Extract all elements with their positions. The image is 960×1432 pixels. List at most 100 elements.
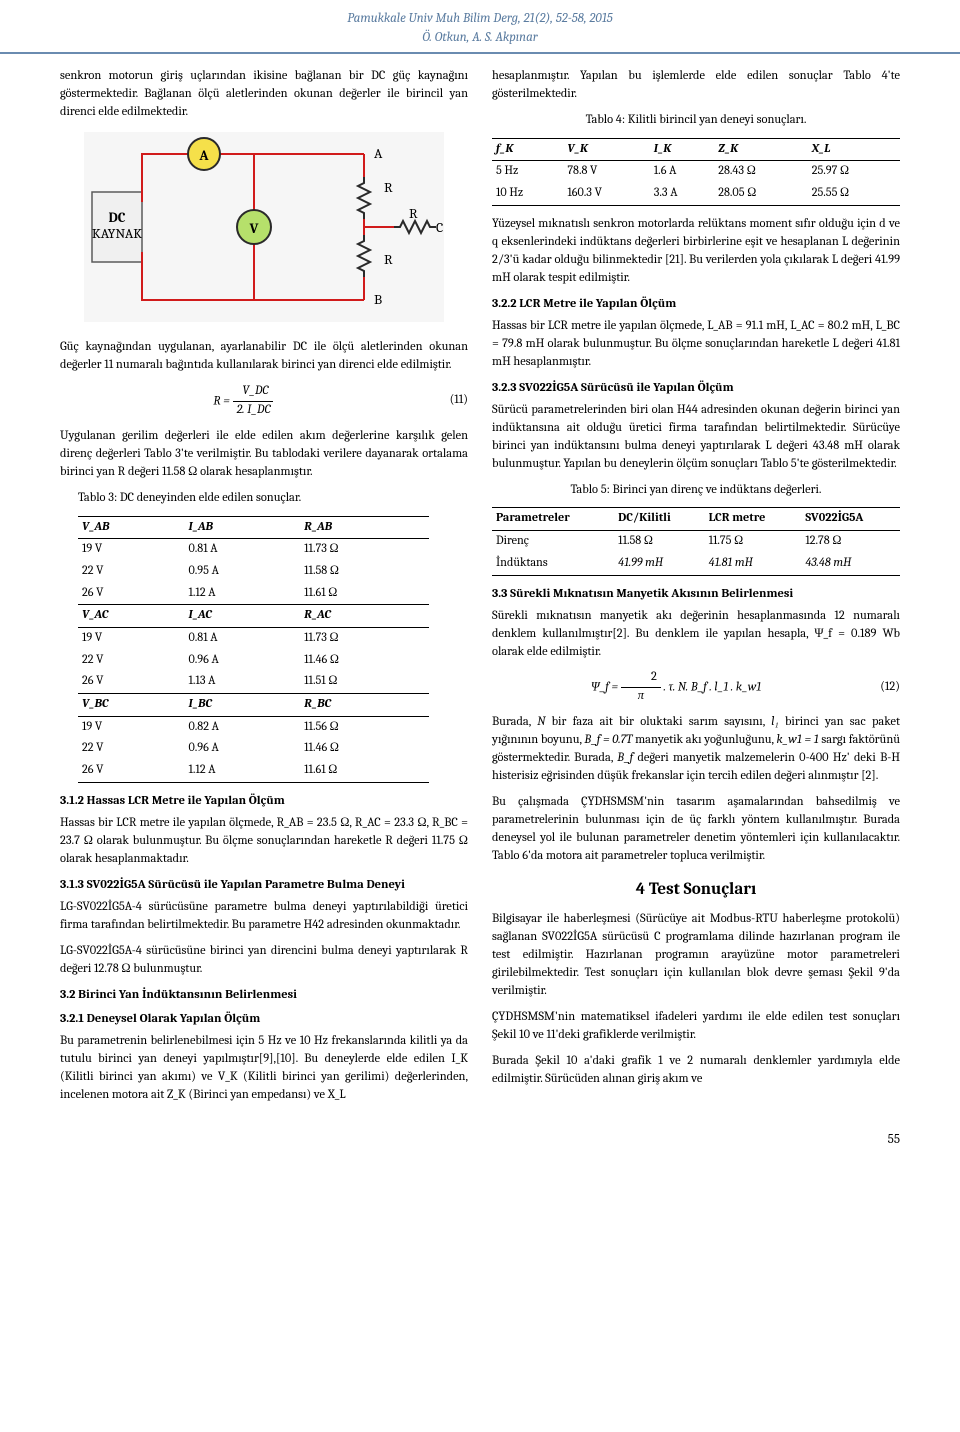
- t5r2c4: 43.48 mH: [801, 553, 900, 575]
- t3r3i: 1.12 A: [184, 583, 300, 605]
- t3-h2c1: V_AC: [78, 605, 184, 628]
- table-3: V_ABI_ABR_AB 19 V0.81 A11.73 Ω 22 V0.95 …: [78, 516, 429, 783]
- heading-321: 3.2.1 Deneysel Olarak Yapılan Ölçüm: [60, 1011, 468, 1029]
- inline-Bf: B_f: [617, 751, 633, 765]
- t3r9v: 26 V: [78, 760, 184, 782]
- t3r8i: 0.96 A: [184, 738, 300, 760]
- para-7: Bu parametrenin belirlenebilmesi için 5 …: [60, 1033, 468, 1105]
- t5hc4: SV022İG5A: [801, 508, 900, 531]
- table-3-caption: Tablo 3: DC deneyinden elde edilen sonuç…: [78, 490, 468, 508]
- heading-312: 3.1.2 Hassas LCR Metre ile Yapılan Ölçüm: [60, 793, 468, 811]
- para-3: Uygulanan gerilim değerleri ile elde edi…: [60, 428, 468, 482]
- t5r1c1: Direnç: [492, 531, 614, 553]
- heading-32: 3.2 Birinci Yan İndüktansının Belirlenme…: [60, 987, 468, 1005]
- eq11-top: V_DC: [233, 383, 273, 402]
- ammeter-label: A: [198, 147, 209, 164]
- t3r2r: 11.58 Ω: [300, 561, 429, 583]
- journal-line: Pamukkale Univ Muh Bilim Derg, 21(2), 52…: [60, 10, 900, 29]
- equation-11: R = V_DC 2. I_DC (11): [60, 383, 468, 420]
- t3-h1c1: V_AB: [78, 516, 184, 539]
- t3r7v: 19 V: [78, 716, 184, 738]
- para-2: Güç kaynağından uygulanan, ayarlanabilir…: [60, 339, 468, 375]
- heading-323: 3.2.3 SV022İG5A Sürücüsü ile Yapılan Ölç…: [492, 380, 900, 398]
- t4hc4: Z_K: [714, 138, 808, 161]
- eq12-tag: (12): [860, 679, 900, 697]
- t3r4v: 19 V: [78, 627, 184, 649]
- t5r1c3: 11.75 Ω: [705, 531, 802, 553]
- t5r1c4: 12.78 Ω: [801, 531, 900, 553]
- para-10: Hassas bir LCR metre ile yapılan ölçmede…: [492, 318, 900, 372]
- figure-8: DC KAYNAK A V: [60, 132, 468, 329]
- para-13: Burada, N bir faza ait bir oluktaki sarı…: [492, 714, 900, 786]
- eq11-tag: (11): [428, 392, 468, 410]
- heading-4: 4 Test Sonuçları: [492, 878, 900, 903]
- table-5-caption: Tablo 5: Birinci yan direnç ve indüktans…: [492, 482, 900, 500]
- t3r7i: 0.82 A: [184, 716, 300, 738]
- t3r3v: 26 V: [78, 583, 184, 605]
- t3r2i: 0.95 A: [184, 561, 300, 583]
- para-14: Bu çalışmada ÇYDHSMSM'nin tasarım aşamal…: [492, 794, 900, 866]
- t3r1v: 19 V: [78, 539, 184, 561]
- r-top: R: [384, 179, 393, 196]
- para-5: LG-SV022İG5A-4 sürücüsüne parametre bulm…: [60, 899, 468, 935]
- t4r2c1: 10 Hz: [492, 183, 563, 205]
- t3r1i: 0.81 A: [184, 539, 300, 561]
- t3r5r: 11.46 Ω: [300, 650, 429, 672]
- p13a: Burada,: [492, 715, 537, 729]
- table-4-caption: Tablo 4: Kilitli birincil yan deneyi son…: [492, 112, 900, 130]
- dc-label-top: DC: [108, 209, 125, 226]
- para-16: ÇYDHSMSM'nin matematiksel ifadeleri yard…: [492, 1009, 900, 1045]
- t4r1c1: 5 Hz: [492, 161, 563, 183]
- t3r8v: 22 V: [78, 738, 184, 760]
- t4r1c2: 78.8 V: [563, 161, 649, 183]
- inline-Bf-eq: B_f = 0.7T: [584, 733, 632, 747]
- table-4: f_K V_K I_K Z_K X_L 5 Hz 78.8 V 1.6 A 28…: [492, 138, 900, 206]
- t4hc3: I_K: [650, 138, 714, 161]
- t3r4i: 0.81 A: [184, 627, 300, 649]
- eq12-rest: . τ. N. B_f . l_1 . k_w1: [664, 681, 762, 695]
- t5hc3: LCR metre: [705, 508, 802, 531]
- eq11-bot: 2. I_DC: [233, 402, 275, 420]
- para-12: Sürekli mıknatısın manyetik akı değerini…: [492, 608, 900, 662]
- t3r4r: 11.73 Ω: [300, 627, 429, 649]
- t5r2c2: 41.99 mH: [614, 553, 704, 575]
- t4r1c3: 1.6 A: [650, 161, 714, 183]
- t3-h3c2: I_BC: [184, 694, 300, 717]
- t3r2v: 22 V: [78, 561, 184, 583]
- t3r3r: 11.61 Ω: [300, 583, 429, 605]
- t3r1r: 11.73 Ω: [300, 539, 429, 561]
- t4hc1: f_K: [492, 138, 563, 161]
- dc-label-bot: KAYNAK: [92, 225, 142, 242]
- t4hc2: V_K: [563, 138, 649, 161]
- heading-313: 3.1.3 SV022İG5A Sürücüsü ile Yapılan Par…: [60, 877, 468, 895]
- heading-33: 3.3 Sürekli Mıknatısın Manyetik Akısının…: [492, 586, 900, 604]
- r-mid: R: [409, 205, 418, 222]
- voltmeter-label: V: [249, 220, 259, 237]
- t3r6v: 26 V: [78, 671, 184, 693]
- table-5: Parametreler DC/Kilitli LCR metre SV022İ…: [492, 507, 900, 575]
- authors-line: Ö. Otkun, A. S. Akpınar: [60, 29, 900, 48]
- page-number: 55: [0, 1113, 960, 1160]
- node-c: C: [436, 219, 443, 236]
- para-8: hesaplanmıştır. Yapılan bu işlemlerde el…: [492, 68, 900, 104]
- r-bot: R: [384, 251, 393, 268]
- equation-12: Ψ_f = 2π . τ. N. B_f . l_1 . k_w1 (12): [492, 669, 900, 706]
- t4r1c5: 25.97 Ω: [808, 161, 900, 183]
- t3r5i: 0.96 A: [184, 650, 300, 672]
- eq11-lhs: R =: [213, 394, 229, 408]
- para-11: Sürücü parametrelerinden biri olan H44 a…: [492, 402, 900, 474]
- node-a: A: [374, 145, 383, 162]
- t4r2c5: 25.55 Ω: [808, 183, 900, 205]
- t3r6i: 1.13 A: [184, 671, 300, 693]
- t5hc2: DC/Kilitli: [614, 508, 704, 531]
- t5r1c2: 11.58 Ω: [614, 531, 704, 553]
- t4hc5: X_L: [808, 138, 900, 161]
- t3r7r: 11.56 Ω: [300, 716, 429, 738]
- p13b: bir faza ait bir oluktaki sarım sayısını…: [545, 715, 771, 729]
- t3-h3c3: R_BC: [300, 694, 429, 717]
- heading-322: 3.2.2 LCR Metre ile Yapılan Ölçüm: [492, 296, 900, 314]
- t3-h2c2: I_AC: [184, 605, 300, 628]
- t3-h2c3: R_AC: [300, 605, 429, 628]
- eq12-lhs: Ψ_f =: [591, 681, 618, 695]
- t4r2c4: 28.05 Ω: [714, 183, 808, 205]
